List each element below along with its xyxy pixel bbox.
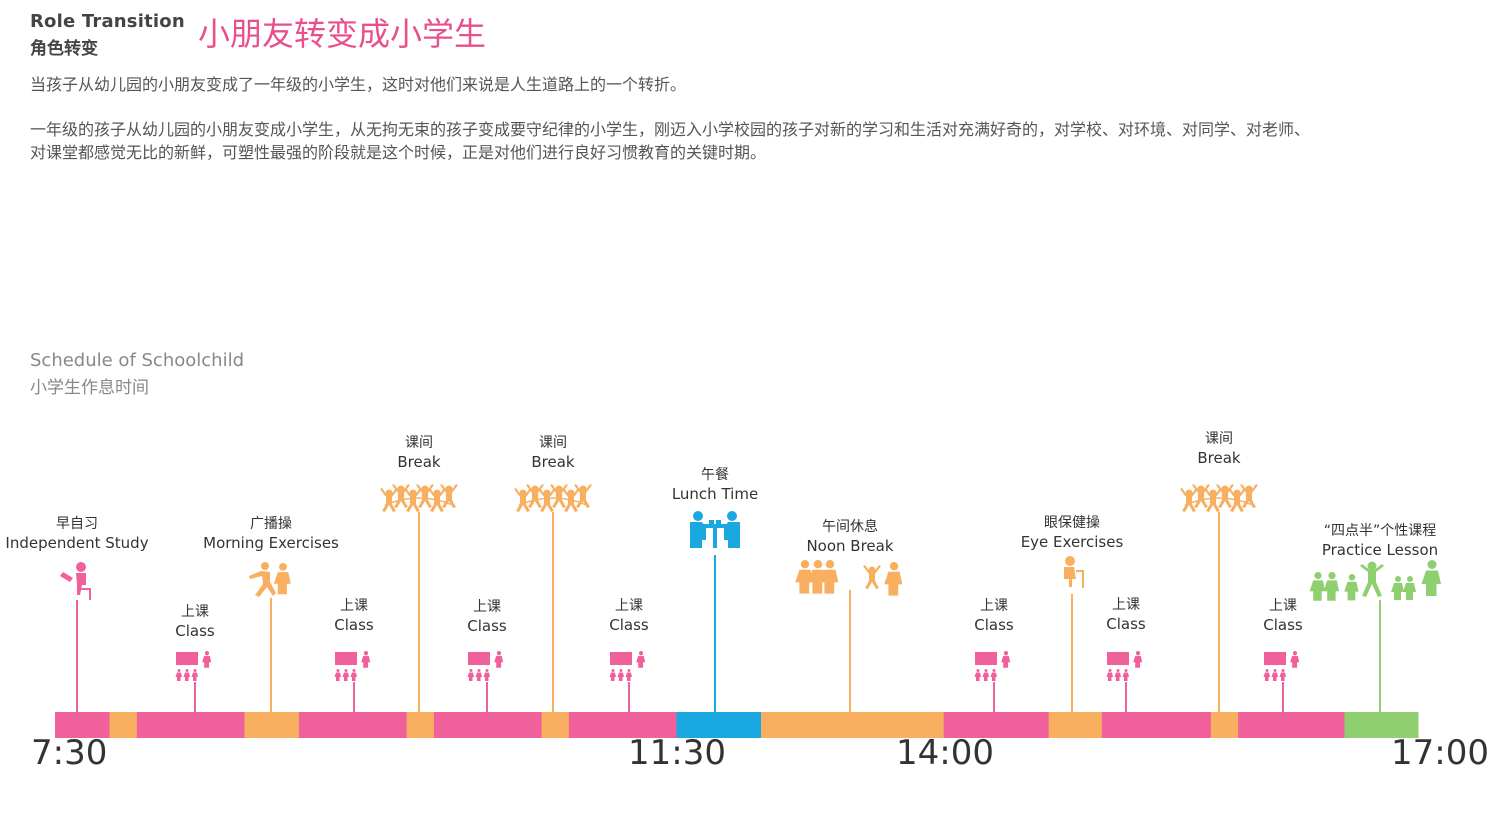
event-label-cn: 上课: [1112, 597, 1140, 613]
event-label-cn: 上课: [181, 604, 209, 620]
classroom-icon: [1263, 651, 1300, 681]
event-label-en: Practice Lesson: [1321, 541, 1439, 559]
classroom-icon: [609, 651, 646, 681]
event-label: 午间休息 Noon Break: [806, 518, 893, 556]
schedule-title-cn: 小学生作息时间: [30, 378, 149, 398]
event-label-cn: 午餐: [701, 467, 729, 483]
timeline-segment-class: [1238, 712, 1345, 738]
event-label-en: Morning Exercises: [203, 534, 339, 552]
event-label: 上课 Class: [974, 597, 1013, 635]
timeline-segment-break: [541, 712, 570, 738]
timeline-segment-class: [136, 712, 245, 738]
event-label-en: Lunch Time: [671, 485, 759, 503]
timeline-segment-class: [433, 712, 543, 738]
event-label: 上课 Class: [467, 598, 506, 636]
time-label-lunch: 11:30: [628, 733, 726, 773]
event-stems: [76, 512, 1381, 712]
event-label-en: Independent Study: [5, 534, 149, 552]
timeline-segment-practice: [1344, 712, 1419, 738]
event-label-en: Noon Break: [806, 537, 894, 555]
event-icons: [60, 484, 1441, 681]
event-label-cn: “四点半”个性课程: [1323, 523, 1437, 539]
exercise-people-icon: [249, 562, 291, 597]
event-label-cn: 课间: [405, 435, 433, 451]
event-label: 上课 Class: [334, 597, 373, 635]
header-title-cn: 角色转变: [30, 39, 98, 59]
timeline-segment-break: [109, 712, 138, 738]
reading-child-icon: [60, 562, 91, 600]
header-title-en: Role Transition: [30, 11, 185, 32]
event-label-cn: 午间休息: [822, 519, 878, 535]
body-paragraph-line-1: 一年级的孩子从幼儿园的小朋友变成小学生，从无拘无束的孩子变成要守纪律的小学生，刚…: [30, 120, 1311, 139]
event-label-cn: 广播操: [249, 516, 292, 532]
event-label-cn: 早自习: [56, 516, 98, 532]
practice-group-icon: [1309, 560, 1441, 601]
time-label-end: 17:00: [1391, 733, 1489, 773]
timeline-segment-break: [1048, 712, 1103, 738]
timeline-segment-break: [1210, 712, 1239, 738]
event-label: “四点半”个性课程 Practice Lesson: [1322, 522, 1438, 560]
classroom-icon: [467, 651, 504, 681]
resting-kids-icon: [795, 560, 903, 596]
classroom-icon: [334, 651, 371, 681]
timeline-segment-break: [406, 712, 435, 738]
event-label-en: Class: [974, 616, 1014, 634]
eye-exercise-child-icon: [1064, 556, 1084, 588]
schedule-title-en: Schedule of Schoolchild: [30, 350, 244, 371]
event-label: 早自习 Independent Study: [5, 515, 148, 553]
timeline-segment-class: [943, 712, 1050, 738]
classroom-icon: [175, 651, 212, 681]
intro-paragraph: 当孩子从幼儿园的小朋友变成了一年级的小学生，这时对他们来说是人生道路上的一个转折…: [30, 75, 687, 94]
timeline-segment-break: [761, 712, 945, 738]
event-label-en: Eye Exercises: [1020, 533, 1124, 551]
event-label-en: Class: [175, 622, 215, 640]
event-label: 上课 Class: [175, 603, 214, 641]
timeline-segment-lunch: [676, 712, 762, 738]
event-label-en: Break: [397, 453, 441, 471]
time-label-afternoon: 14:00: [896, 733, 994, 773]
timeline-segment-break: [244, 712, 300, 738]
event-label-en: Break: [531, 453, 575, 471]
event-label-en: Class: [609, 616, 649, 634]
event-label-cn: 上课: [473, 599, 501, 615]
dining-table-icon: [690, 511, 740, 548]
main-title: 小朋友转变成小学生: [198, 15, 487, 53]
event-label-cn: 课间: [539, 435, 567, 451]
event-label-cn: 上课: [1269, 598, 1297, 614]
event-label: 广播操 Morning Exercises: [203, 515, 339, 553]
time-label-start: 7:30: [31, 733, 108, 773]
event-label-en: Class: [334, 616, 374, 634]
timeline-segment-class: [568, 712, 678, 738]
event-label-en: Break: [1197, 449, 1241, 467]
event-label-en: Class: [467, 617, 507, 635]
event-label-en: Class: [1106, 615, 1146, 633]
timeline-segment-class: [55, 712, 111, 738]
jumping-kids-icon: [380, 484, 458, 512]
event-label: 眼保健操 Eye Exercises: [1021, 514, 1124, 552]
timeline-segment-class: [298, 712, 408, 738]
event-label: 上课 Class: [1263, 597, 1302, 635]
event-label-cn: 上课: [980, 598, 1008, 614]
event-label: 上课 Class: [1106, 596, 1145, 634]
body-paragraph-line-2: 对课堂都感觉无比的新鲜，可塑性最强的阶段就是这个时候，正是对他们进行良好习惯教育…: [30, 143, 767, 162]
event-label: 上课 Class: [609, 597, 648, 635]
event-label-cn: 上课: [340, 598, 368, 614]
timeline-bar: [55, 712, 1419, 738]
event-label: 午餐 Lunch Time: [672, 466, 758, 504]
timeline-segment-class: [1101, 712, 1212, 738]
event-label: 课间 Break: [397, 434, 440, 472]
event-label-cn: 上课: [615, 598, 643, 614]
jumping-kids-icon: [1180, 484, 1258, 512]
event-label-en: Class: [1263, 616, 1303, 634]
event-label-cn: 课间: [1205, 431, 1233, 447]
classroom-icon: [1106, 651, 1143, 681]
classroom-icon: [974, 651, 1011, 681]
event-label: 课间 Break: [531, 434, 574, 472]
event-label-cn: 眼保健操: [1044, 515, 1100, 531]
jumping-kids-icon: [514, 484, 592, 512]
event-label: 课间 Break: [1197, 430, 1240, 468]
